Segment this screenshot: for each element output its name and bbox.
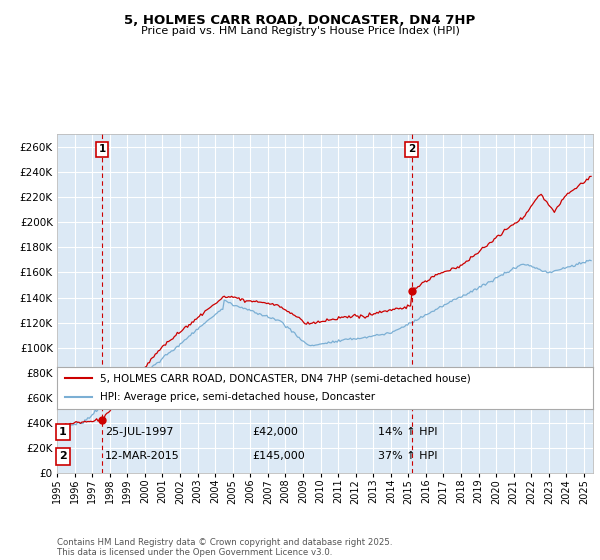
Text: 12-MAR-2015: 12-MAR-2015 [105,451,180,461]
Text: 2: 2 [59,451,67,461]
Text: HPI: Average price, semi-detached house, Doncaster: HPI: Average price, semi-detached house,… [100,393,375,403]
Text: 5, HOLMES CARR ROAD, DONCASTER, DN4 7HP (semi-detached house): 5, HOLMES CARR ROAD, DONCASTER, DN4 7HP … [100,373,470,383]
Text: £145,000: £145,000 [252,451,305,461]
Text: 2: 2 [408,144,415,155]
Text: 14% ↑ HPI: 14% ↑ HPI [378,427,437,437]
Text: 1: 1 [59,427,67,437]
Text: Contains HM Land Registry data © Crown copyright and database right 2025.
This d: Contains HM Land Registry data © Crown c… [57,538,392,557]
Text: 5, HOLMES CARR ROAD, DONCASTER, DN4 7HP: 5, HOLMES CARR ROAD, DONCASTER, DN4 7HP [124,14,476,27]
Text: £42,000: £42,000 [252,427,298,437]
Text: 25-JUL-1997: 25-JUL-1997 [105,427,173,437]
Text: Price paid vs. HM Land Registry's House Price Index (HPI): Price paid vs. HM Land Registry's House … [140,26,460,36]
Text: 37% ↑ HPI: 37% ↑ HPI [378,451,437,461]
Text: 1: 1 [98,144,106,155]
